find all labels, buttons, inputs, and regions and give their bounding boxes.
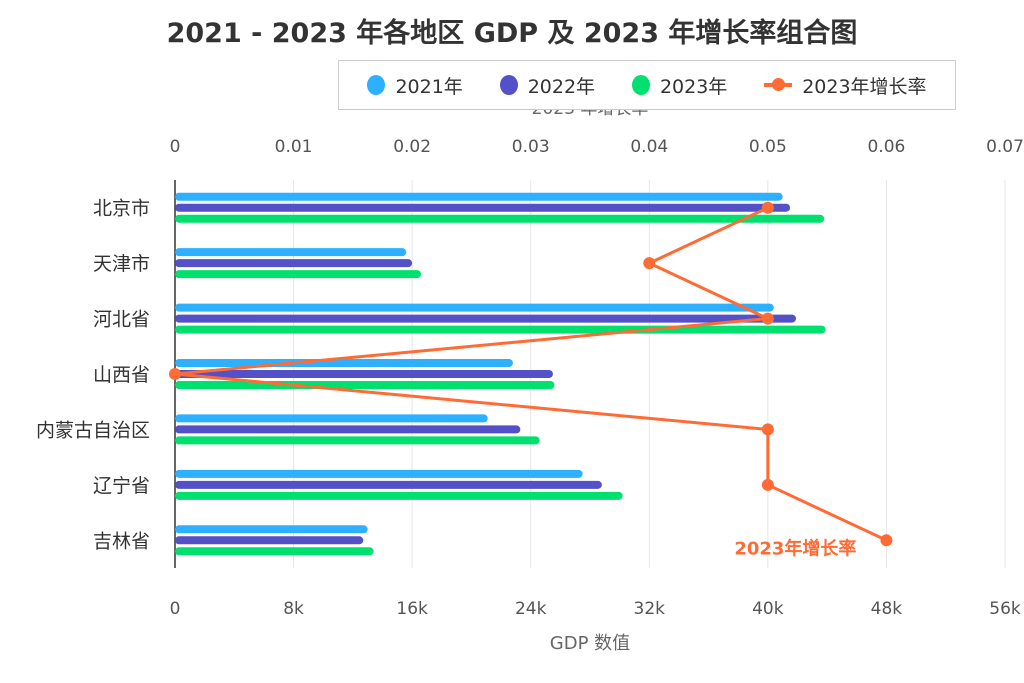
bar-2023年: [175, 491, 623, 500]
legend-label: 2022年: [527, 75, 596, 98]
x-axis-title: GDP 数值: [550, 633, 630, 654]
legend-label: 2023年增长率: [802, 75, 927, 98]
top-tick-label: 0.07: [986, 137, 1024, 157]
growth-point: [643, 257, 656, 270]
y-tick-label: 吉林省: [93, 530, 150, 552]
top-tick-label: 0.02: [393, 137, 431, 157]
y-tick-label: 天津市: [93, 253, 150, 275]
bar-2022年: [175, 536, 364, 545]
top-tick-label: 0.03: [512, 137, 550, 157]
top-tick-label: 0.05: [749, 137, 787, 157]
line-end-label: 2023年增长率: [734, 537, 856, 559]
bar-2021年: [175, 359, 513, 367]
y-tick-label: 北京市: [93, 198, 150, 220]
top-tick-label: 0.06: [867, 137, 905, 157]
chart-title: 2021 - 2023 年各地区 GDP 及 2023 年增长率组合图: [167, 17, 858, 49]
legend-item-2022[interactable]: 2022年: [499, 72, 596, 99]
growth-point: [169, 368, 181, 380]
legend-line-icon: [764, 78, 793, 91]
x-tick-label: 24k: [515, 599, 547, 619]
legend-label: 2023年: [659, 75, 728, 98]
bar-2022年: [175, 314, 797, 323]
legend: 2021年 2022年 2023年 2023年增长率: [338, 60, 956, 110]
growth-point: [761, 423, 774, 436]
y-tick-label: 山西省: [93, 364, 150, 386]
bar-2022年: [175, 370, 553, 378]
bar-2021年: [175, 469, 583, 478]
x-tick-label: 32k: [634, 599, 666, 619]
y-tick-label: 内蒙古自治区: [36, 419, 150, 441]
bar-2023年: [175, 381, 555, 389]
y-tick-label: 辽宁省: [93, 475, 150, 497]
legend-label: 2021年: [395, 75, 463, 98]
growth-point: [880, 534, 893, 547]
x-tick-label: 8k: [283, 599, 304, 619]
legend-marker-icon: [367, 75, 386, 95]
y-tick-label: 河北省: [93, 309, 150, 331]
legend-item-2021[interactable]: 2021年: [367, 72, 463, 99]
bar-2021年: [175, 192, 783, 201]
bar-2022年: [175, 480, 602, 489]
growth-point: [761, 478, 774, 491]
bar-2023年: [175, 325, 826, 334]
bar-2021年: [175, 248, 407, 257]
x-tick-label: 56k: [989, 599, 1021, 619]
bar-2023年: [175, 270, 422, 279]
x-tick-label: 0: [170, 599, 181, 619]
x-tick-label: 16k: [396, 599, 428, 619]
growth-point: [761, 201, 774, 214]
bar-2023年: [175, 214, 825, 223]
bar-2023年: [175, 436, 540, 445]
bar-2022年: [175, 259, 413, 268]
top-tick-label: 0: [170, 137, 181, 157]
legend-marker-icon: [631, 75, 650, 95]
x-tick-label: 48k: [871, 599, 903, 619]
bar-2022年: [175, 425, 521, 434]
legend-item-2023[interactable]: 2023年: [631, 72, 728, 99]
growth-point: [761, 312, 774, 325]
top-tick-label: 0.01: [275, 137, 313, 157]
legend-item-growth[interactable]: 2023年增长率: [764, 72, 927, 99]
x-tick-label: 40k: [752, 599, 784, 619]
legend-marker-icon: [499, 75, 518, 95]
bar-2021年: [175, 525, 368, 534]
top-tick-label: 0.04: [630, 137, 668, 157]
bar-2021年: [175, 414, 488, 423]
bar-2023年: [175, 547, 374, 556]
bar-2022年: [175, 203, 791, 212]
bar-2021年: [175, 303, 774, 312]
